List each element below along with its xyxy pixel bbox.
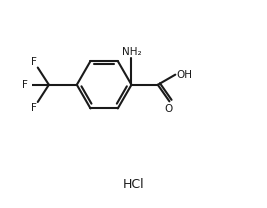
Text: HCl: HCl: [123, 178, 144, 192]
Text: NH₂: NH₂: [122, 47, 141, 57]
Text: F: F: [31, 103, 37, 113]
Text: OH: OH: [176, 70, 192, 80]
Text: F: F: [31, 57, 37, 67]
Text: F: F: [22, 80, 28, 90]
Text: O: O: [164, 104, 172, 114]
